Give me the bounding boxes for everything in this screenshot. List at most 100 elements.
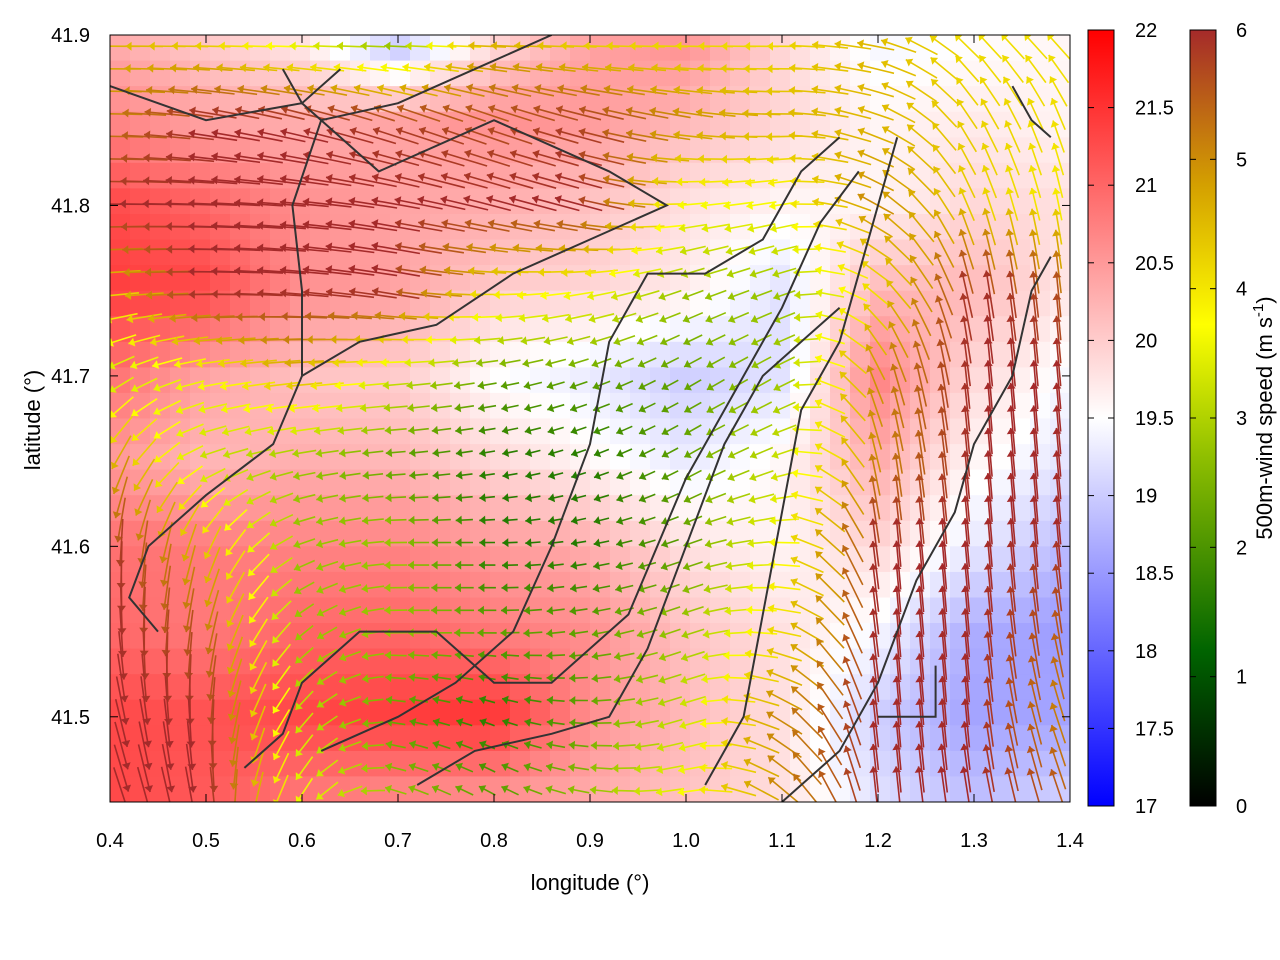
heatmap-cell bbox=[630, 392, 651, 420]
wind-vector-head bbox=[915, 540, 925, 548]
heatmap-cell bbox=[210, 162, 231, 189]
heatmap-cell bbox=[690, 597, 711, 624]
wind-vector-head bbox=[178, 502, 186, 510]
wind-vector-head bbox=[815, 486, 823, 495]
heatmap-cell bbox=[750, 623, 771, 650]
wind-vector-head bbox=[523, 762, 531, 772]
wind-vector-shaft bbox=[1052, 656, 1065, 700]
wind-vector-head bbox=[555, 127, 563, 137]
contour-line bbox=[281, 68, 342, 105]
heatmap-cell bbox=[990, 623, 1011, 650]
wind-vector-head bbox=[658, 675, 666, 684]
wind-vector-head bbox=[892, 698, 902, 705]
heatmap-cell bbox=[830, 546, 851, 573]
temp-tick-label: 17.5 bbox=[1135, 718, 1174, 740]
wind-vector-head bbox=[728, 337, 737, 346]
heatmap-cell bbox=[810, 495, 831, 522]
heatmap-cell bbox=[670, 111, 691, 138]
wind-vector-shaft bbox=[143, 179, 192, 184]
wind-vector-shaft bbox=[302, 223, 352, 231]
wind-vector-shaft bbox=[555, 151, 603, 167]
x-tick-label: 1.4 bbox=[1056, 830, 1084, 852]
wind-vector-head bbox=[431, 425, 439, 435]
wind-vector-head bbox=[1029, 315, 1039, 323]
wind-vector-shaft bbox=[788, 134, 826, 139]
wind-vector-head bbox=[817, 748, 826, 756]
heatmap-cell bbox=[410, 35, 431, 62]
heatmap-cell bbox=[690, 725, 711, 752]
wind-vector-head bbox=[1029, 563, 1039, 571]
wind-vector-head bbox=[177, 476, 185, 484]
wind-vector-head bbox=[751, 337, 759, 346]
wind-vector-shaft bbox=[1051, 702, 1067, 744]
heatmap-cell bbox=[770, 188, 791, 215]
wind-vector-head bbox=[837, 263, 846, 272]
wind-vector-head bbox=[682, 292, 690, 301]
wind-vector-shaft bbox=[870, 454, 881, 496]
heatmap-cell bbox=[270, 35, 291, 62]
heatmap-cell bbox=[330, 367, 351, 394]
wind-vector-head bbox=[915, 676, 925, 683]
wind-vector-shaft bbox=[941, 676, 948, 725]
wind-vector-shaft bbox=[911, 297, 932, 337]
heatmap-cell bbox=[750, 520, 771, 547]
wind-vector-head bbox=[159, 556, 168, 563]
wind-vector-shaft bbox=[872, 721, 880, 770]
wind-vector-shaft bbox=[533, 222, 578, 232]
wind-vector-shaft bbox=[940, 429, 948, 476]
wind-vector-head bbox=[293, 540, 301, 549]
wind-vector-head bbox=[351, 311, 358, 321]
heatmap-cell bbox=[530, 214, 551, 241]
wind-vector-shaft bbox=[141, 653, 148, 703]
wind-vector-shaft bbox=[811, 177, 849, 186]
wind-vector-shaft bbox=[188, 178, 238, 185]
wind-vector-head bbox=[956, 99, 965, 107]
wind-vector-shaft bbox=[907, 167, 936, 196]
wind-vector-head bbox=[249, 709, 258, 717]
wind-vector-head bbox=[816, 639, 824, 647]
heatmap-cell bbox=[450, 265, 471, 292]
wind-vector-head bbox=[815, 398, 823, 408]
wind-vector-shaft bbox=[963, 721, 971, 770]
wind-vector-head bbox=[628, 63, 635, 73]
wind-vector-shaft bbox=[160, 766, 171, 802]
wind-vector-head bbox=[546, 740, 554, 750]
wind-vector-shaft bbox=[963, 743, 972, 793]
heatmap-cell bbox=[370, 571, 391, 599]
wind-vector-shaft bbox=[766, 669, 803, 686]
wind-vector-shaft bbox=[508, 197, 557, 212]
wind-vector-head bbox=[857, 61, 865, 71]
heatmap-cell bbox=[210, 239, 231, 266]
wind-vector-head bbox=[361, 538, 368, 548]
heatmap-cell bbox=[390, 546, 411, 573]
heatmap-cell bbox=[990, 137, 1011, 164]
wind-vector-head bbox=[869, 743, 879, 751]
wind-vector-head bbox=[567, 785, 575, 795]
wind-vector-head bbox=[672, 107, 680, 117]
wind-vector-shaft bbox=[895, 630, 902, 680]
wind-vector-head bbox=[176, 405, 184, 415]
heatmap-cell bbox=[310, 648, 331, 675]
wind-vector-head bbox=[99, 223, 105, 232]
heatmap-cell bbox=[390, 444, 411, 471]
wind-vector-head bbox=[729, 360, 737, 369]
wind-vector-head bbox=[915, 585, 925, 593]
wind-vector-head bbox=[1027, 701, 1036, 709]
wind-vector-shaft bbox=[964, 653, 971, 703]
wind-vector-head bbox=[348, 196, 356, 206]
wind-vector-shaft bbox=[857, 63, 895, 75]
heatmap-cell bbox=[150, 265, 171, 292]
heatmap-cell bbox=[810, 60, 831, 87]
wind-vector-head bbox=[547, 426, 555, 435]
wind-vector-head bbox=[1005, 654, 1015, 662]
wind-vector-head bbox=[814, 243, 821, 252]
wind-vector-head bbox=[250, 779, 260, 787]
wind-vector-head bbox=[650, 85, 657, 95]
heatmap-cell bbox=[370, 60, 391, 87]
wind-vector-head bbox=[770, 494, 777, 504]
wind-vector-head bbox=[314, 426, 321, 436]
wind-vector-head bbox=[525, 448, 533, 458]
wind-vector-head bbox=[272, 682, 280, 690]
wind-vector-head bbox=[222, 427, 229, 437]
wind-vector-head bbox=[649, 106, 657, 116]
